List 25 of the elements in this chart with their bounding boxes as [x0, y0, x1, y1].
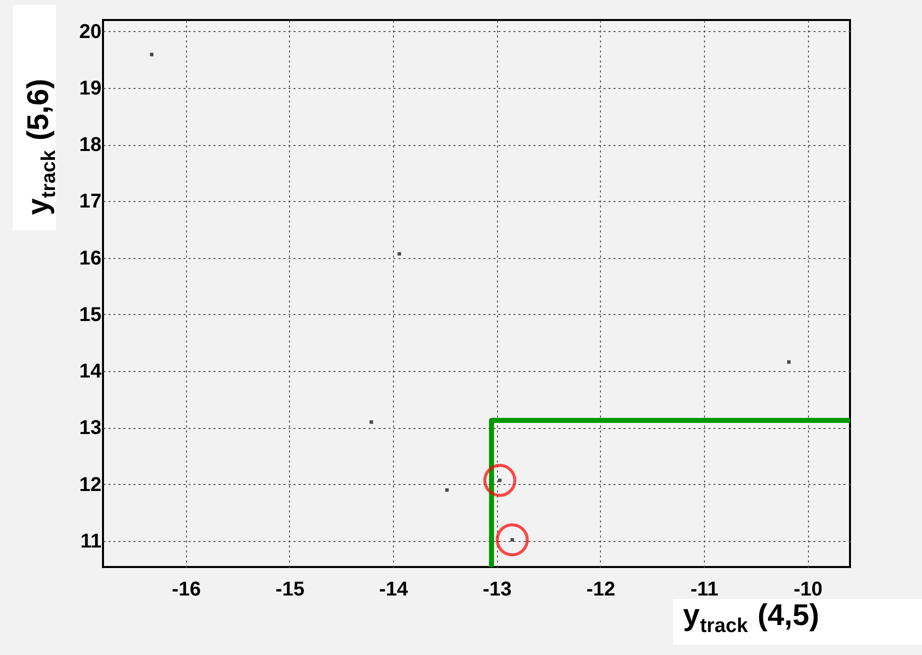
x-tick-label: -13 [482, 578, 512, 600]
x-tick-label: -10 [794, 578, 822, 600]
point [510, 538, 514, 542]
x-tick-label: -12 [586, 578, 616, 600]
point [370, 420, 374, 424]
x-tick-label: -15 [276, 578, 304, 600]
y-tick-label: 13 [79, 417, 102, 440]
y-tick-label: 19 [79, 77, 102, 100]
point [498, 478, 502, 482]
point [496, 523, 529, 556]
y-tick-label: 14 [79, 360, 102, 383]
y-tick-label: 16 [79, 247, 102, 270]
y-tick-label: 18 [79, 134, 102, 156]
y-tick-label: 15 [79, 304, 102, 326]
point [398, 252, 402, 256]
y-tick-label: 12 [79, 474, 102, 496]
x-tick-label: -14 [379, 578, 409, 600]
point [483, 464, 516, 497]
y-axis-title: ytrack (5,6) [22, 78, 60, 215]
y-tick-label: 17 [79, 190, 102, 213]
y-tick-label: 11 [80, 530, 102, 552]
point [150, 52, 154, 56]
x-tick-label: -16 [172, 578, 201, 600]
x-tick-label: -11 [690, 578, 718, 600]
y-tick-label: 20 [79, 20, 102, 43]
